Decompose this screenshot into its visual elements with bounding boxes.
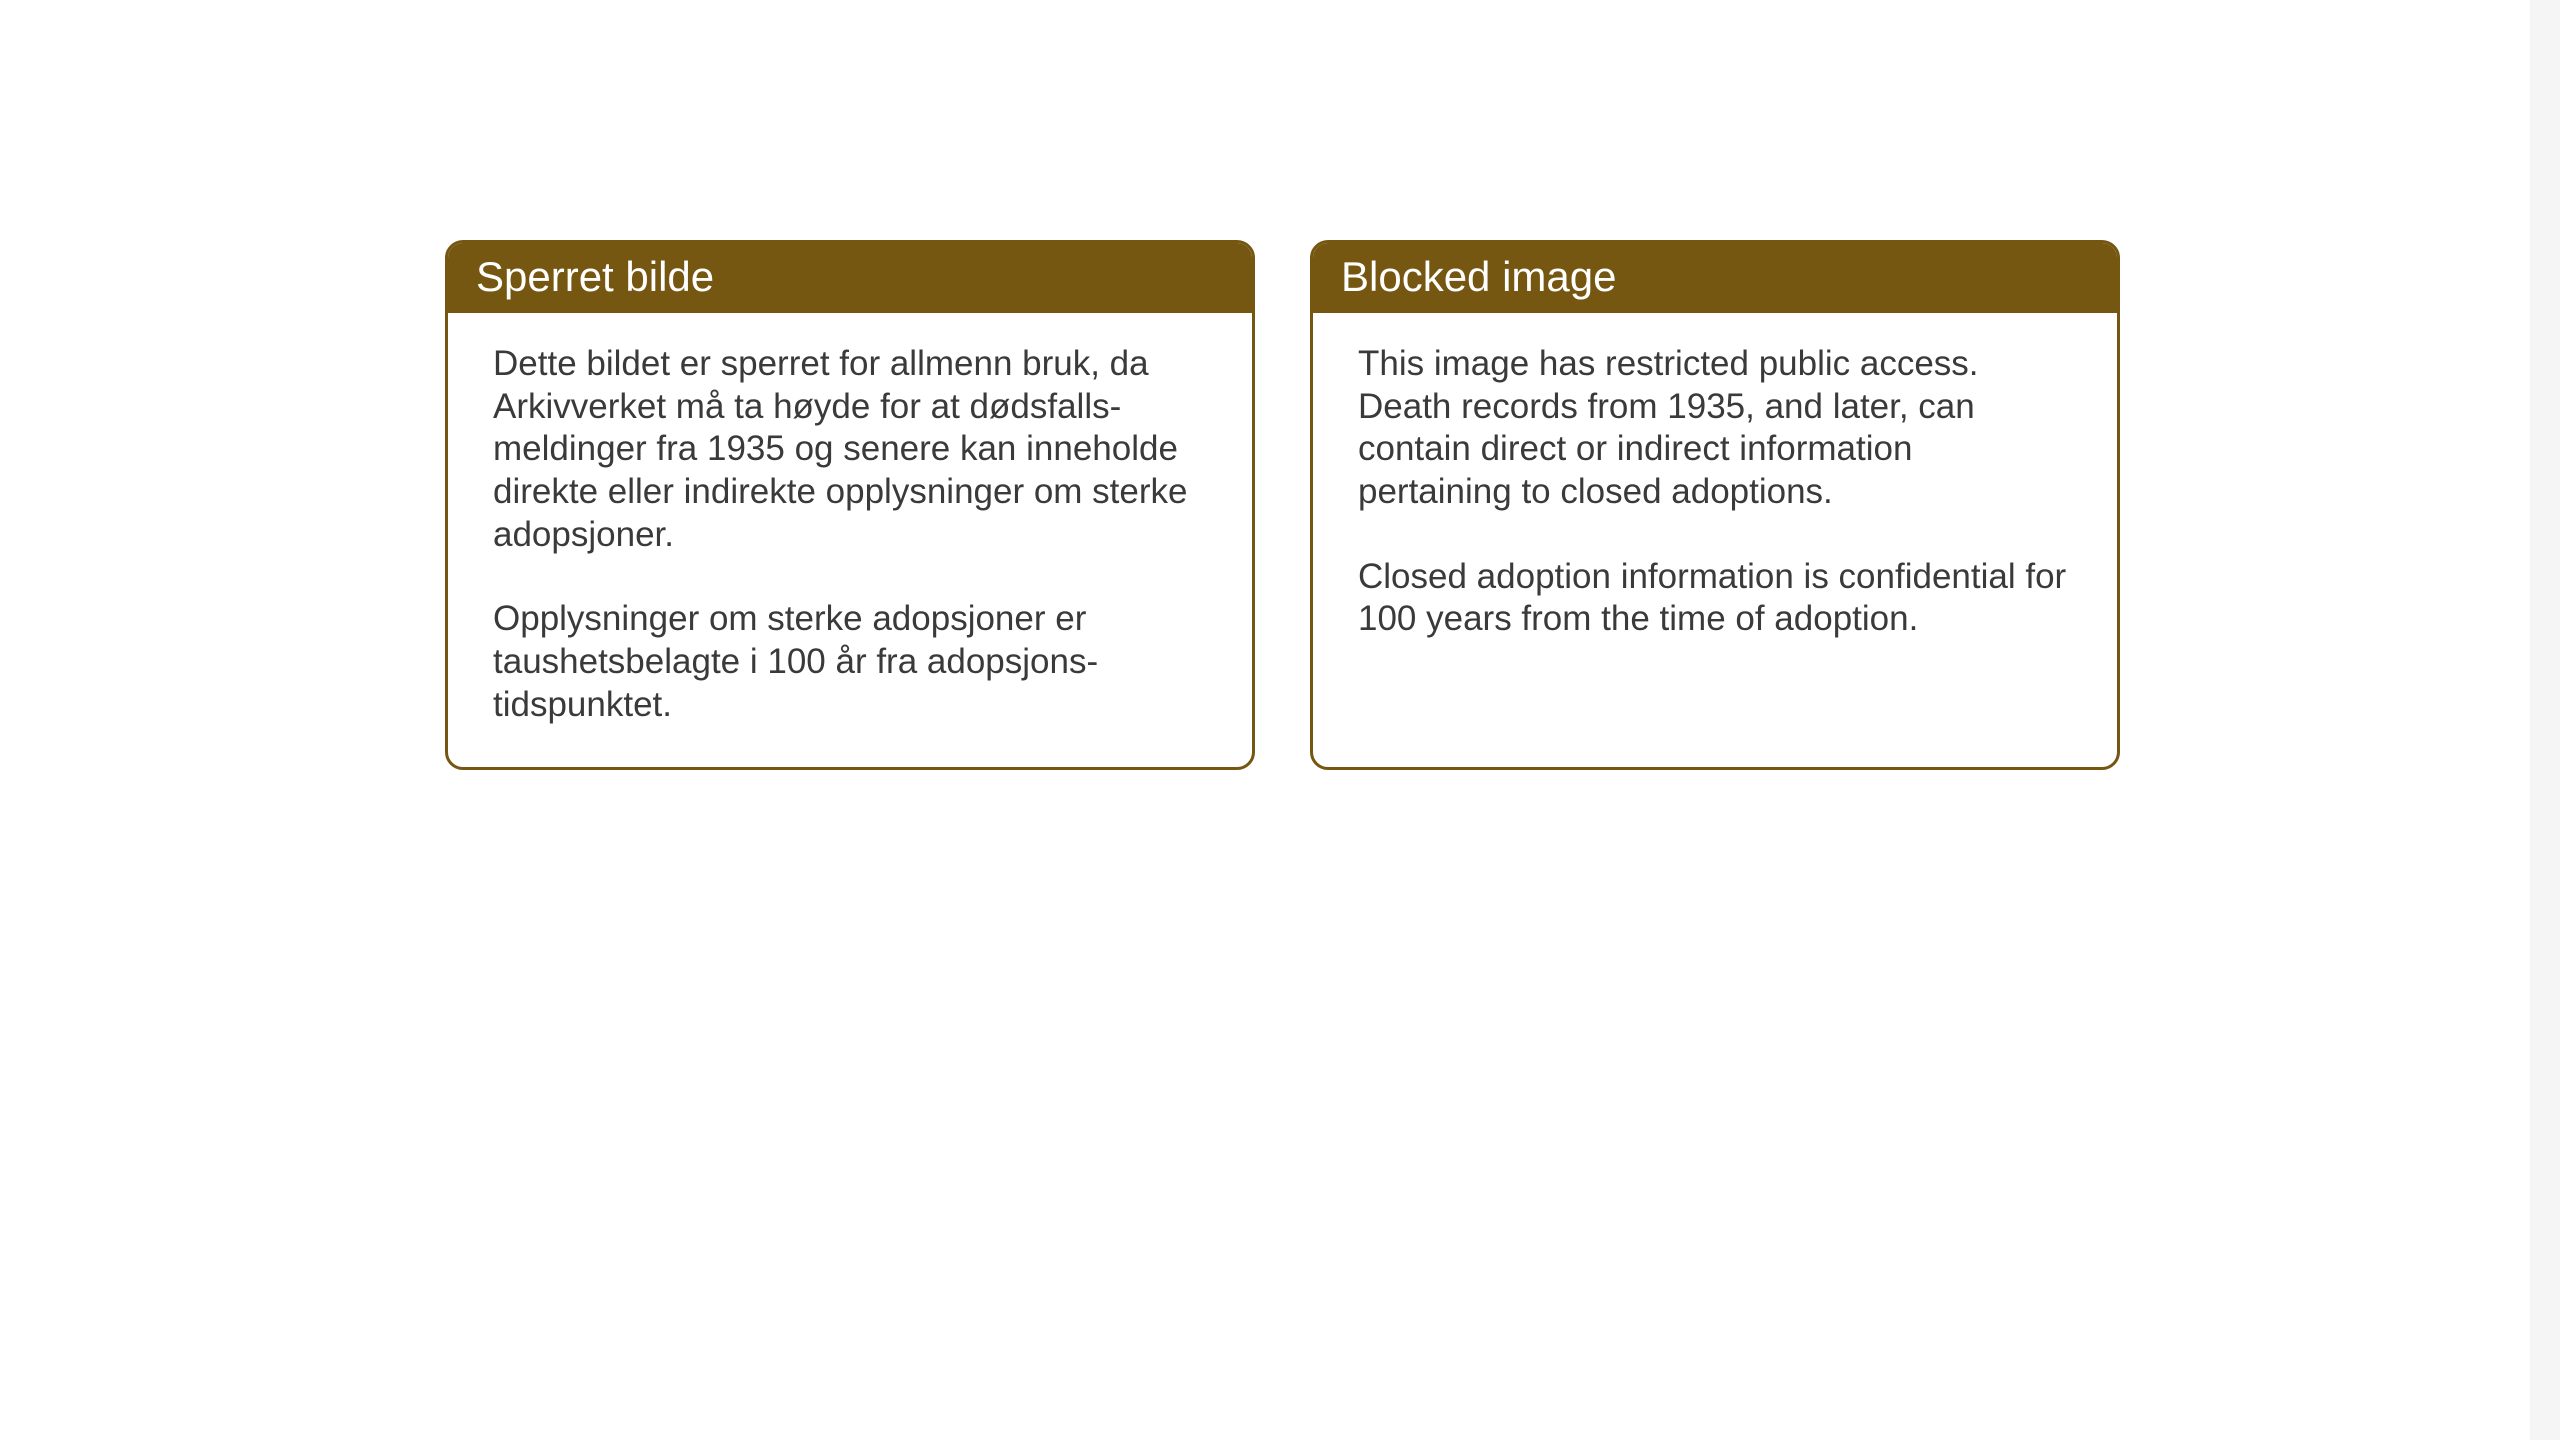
norwegian-paragraph-1: Dette bildet er sperret for allmenn bruk…	[493, 343, 1207, 556]
norwegian-card-header: Sperret bilde	[448, 243, 1252, 313]
norwegian-paragraph-2: Opplysninger om sterke adopsjoner er tau…	[493, 598, 1207, 726]
scrollbar-thumb[interactable]	[2532, 0, 2558, 1440]
english-card-header: Blocked image	[1313, 243, 2117, 313]
english-notice-card: Blocked image This image has restricted …	[1310, 240, 2120, 770]
english-paragraph-1: This image has restricted public access.…	[1358, 343, 2072, 514]
norwegian-card-title: Sperret bilde	[476, 253, 714, 300]
norwegian-card-body: Dette bildet er sperret for allmenn bruk…	[448, 313, 1252, 767]
scrollbar-track[interactable]	[2530, 0, 2560, 1440]
english-card-body: This image has restricted public access.…	[1313, 313, 2117, 681]
notice-container: Sperret bilde Dette bildet er sperret fo…	[445, 240, 2120, 770]
english-card-title: Blocked image	[1341, 253, 1616, 300]
english-paragraph-2: Closed adoption information is confident…	[1358, 556, 2072, 641]
norwegian-notice-card: Sperret bilde Dette bildet er sperret fo…	[445, 240, 1255, 770]
